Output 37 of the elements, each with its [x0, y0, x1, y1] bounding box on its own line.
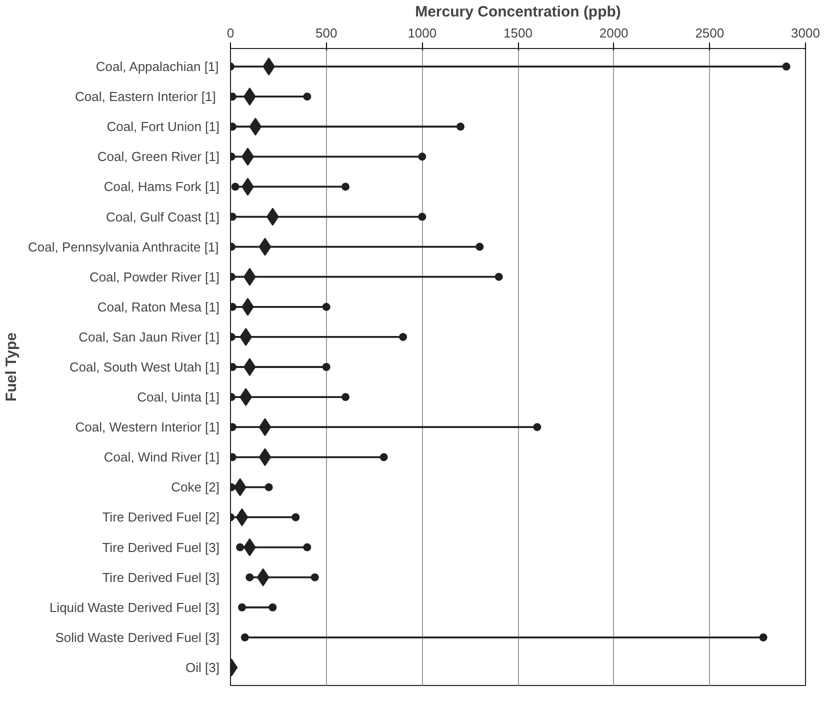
y-tick-label: Coal, Raton Mesa [1] — [97, 299, 220, 314]
y-tick-label: Coal, Fort Union [1] — [106, 119, 220, 134]
y-tick-label: Coke [2] — [171, 480, 220, 495]
x-tick-label: 2000 — [599, 26, 628, 40]
y-tick-label: Coal, Gulf Coast [1] — [106, 209, 220, 224]
x-tick-label: 1000 — [408, 26, 437, 40]
point — [234, 478, 246, 496]
x-axis-title: Mercury Concentration (ppb) — [415, 4, 621, 20]
y-tick-label: Coal, Pennsylvania Anthracite [1] — [28, 239, 219, 254]
y-tick-label: Coal, Wind River [1] — [104, 450, 220, 465]
y-tick-label: Tire Derived Fuel [3] — [102, 570, 220, 585]
y-tick-label: Coal, Powder River [1] — [89, 269, 220, 284]
point — [256, 568, 270, 586]
y-tick-label: Coal, San Jaun River [1] — [78, 329, 220, 344]
y-tick-label: Coal, Green River [1] — [97, 149, 220, 164]
point — [236, 508, 248, 526]
y-tick-label: Tire Derived Fuel [3] — [102, 540, 220, 555]
point — [258, 448, 272, 466]
y-tick-label: Coal, South West Utah [1] — [69, 360, 220, 374]
y-tick-label: Tire Derived Fuel [2] — [102, 510, 220, 525]
y-axis-title: Fuel Type — [3, 332, 20, 402]
y-tick-label: Coal, Uinta [1] — [137, 390, 220, 405]
y-tick-label: Liquid Waste Derived Fuel [3] — [49, 600, 220, 615]
y-tick-label: Coal, Western Interior [1] — [75, 420, 220, 435]
point — [258, 238, 272, 256]
point — [249, 118, 262, 136]
x-tick-label: 500 — [315, 26, 338, 40]
x-tick-label: 2500 — [695, 26, 724, 40]
x-tick-label: 0 — [226, 26, 234, 40]
point — [258, 418, 272, 436]
x-tick-label: 3000 — [791, 26, 820, 40]
y-tick-label: Solid Waste Derived Fuel [3] — [55, 630, 220, 645]
y-tick-label: Coal, Eastern Interior [1] — [74, 89, 216, 104]
x-tick-label: 1500 — [504, 26, 532, 40]
y-tick-label: Coal, Appalachian [1] — [96, 59, 219, 74]
y-tick-label: Coal, Hams Fork [1] — [104, 179, 220, 194]
y-tick-label: Oil [3] — [186, 660, 220, 675]
